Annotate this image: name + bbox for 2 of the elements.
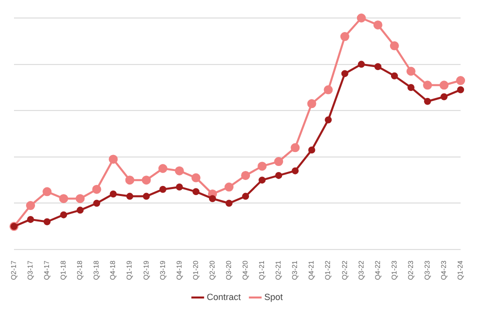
legend-label: Spot [264,292,284,302]
legend-label: Contract [206,292,242,302]
